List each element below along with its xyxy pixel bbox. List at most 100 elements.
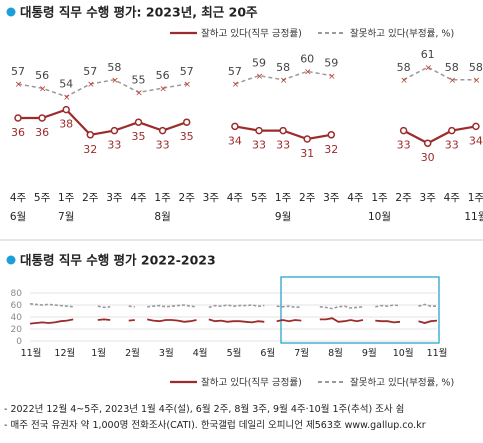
pos-point-marker (472, 122, 480, 131)
week-tick-label: 4주 (10, 192, 27, 204)
month-tick-label-2: 4월 (193, 347, 208, 359)
month-tick-label-2: 11월 (21, 347, 42, 359)
month-tick-label-2: 12월 (54, 347, 75, 359)
neg-point-marker: × (39, 84, 47, 94)
pos-point-marker (86, 131, 95, 139)
chart1-legend: 잘하고 있다(직무 긍정률) 잘못하고 있다(부정률, %) (170, 28, 454, 40)
week-tick-label: 2주 (299, 192, 316, 204)
pos-value-label: 33 (276, 139, 290, 152)
pos-point-marker (448, 126, 456, 135)
pos-point-marker (231, 122, 239, 131)
neg-point-marker: × (449, 76, 457, 86)
neg-value-label: 58 (276, 61, 290, 74)
month-tick-label: 8월 (154, 211, 170, 223)
chart1-plot: × 57 × 56 × 54 × 57 × 58 × 55 × 56 × 57 × 57 × 59 × 58 × 60 × 59 ×… (11, 48, 483, 164)
neg-value-label: 56 (156, 69, 170, 82)
week-tick-label: 4주 (444, 192, 461, 204)
neg-point-marker: × (232, 80, 240, 90)
neg-value-label: 60 (300, 52, 314, 65)
neg-point-marker: × (159, 84, 167, 94)
legend-negative-label: 잘못하고 있다(부정률, %) (350, 28, 454, 40)
chart2-plot (29, 303, 438, 325)
pos-point-marker (303, 135, 311, 143)
week-tick-label: 3주 (420, 192, 437, 204)
pos-trend-segment (276, 319, 302, 323)
chart1-title: 대통령 직무 수행 평가: 2023년, 최근 20주 (20, 5, 258, 20)
neg-value-label: 57 (180, 65, 194, 78)
pos-point-marker (399, 126, 408, 135)
footnote-2: - 매주 전국 유권자 약 1,000명 전화조사(CATI). 한국갤럽 데일… (4, 419, 426, 431)
month-tick-label-2: 3월 (159, 347, 174, 359)
neg-point-marker: × (304, 68, 312, 78)
pos-value-label: 31 (300, 147, 314, 160)
neg-point-marker: × (400, 76, 408, 86)
pos-point-marker (110, 126, 119, 135)
neg-trend-segment (97, 305, 111, 309)
neg-point-marker: × (87, 80, 95, 90)
pos-value-label: 33 (252, 139, 266, 152)
y-tick-label: 0 (16, 337, 22, 347)
neg-trend-segment (147, 304, 197, 308)
pos-point-marker (14, 114, 22, 122)
y-tick-label: 20 (11, 325, 23, 335)
pos-trend-segment (418, 319, 438, 324)
week-tick-label: 5주 (251, 192, 268, 204)
month-tick-label-2: 11월 (427, 347, 448, 359)
pos-trend-segment (97, 318, 111, 321)
month-tick-label-2: 5월 (227, 347, 242, 359)
pos-value-label: 33 (445, 139, 459, 152)
legend2-positive-label: 잘하고 있다(직무 긍정률) (201, 377, 302, 389)
title-bullet-icon-2 (6, 255, 16, 265)
pos-point-marker (182, 118, 191, 126)
neg-value-label: 56 (35, 69, 49, 82)
chart2-grid: 0 20 40 60 80 (11, 289, 437, 347)
neg-point-marker: × (111, 76, 119, 86)
pos-value-label: 33 (156, 139, 170, 152)
pos-point-marker (423, 139, 432, 147)
y-tick-label: 80 (11, 289, 23, 299)
week-tick-label: 3주 (323, 192, 340, 204)
week-tick-label: 4주 (130, 192, 147, 204)
pos-value-label: 32 (324, 143, 338, 156)
footnote-1: - 2022년 12월 4~5주, 2023년 1월 4주(설), 6월 2주,… (4, 403, 404, 415)
week-tick-label: 1주 (154, 192, 171, 204)
pos-value-label: 30 (421, 151, 435, 164)
title-bullet-icon (6, 7, 16, 17)
neg-value-label: 58 (107, 61, 121, 74)
month-tick-label-2: 2월 (125, 347, 140, 359)
pos-trend-segment (375, 319, 401, 324)
neg-value-label: 59 (252, 57, 266, 70)
neg-value-label: 59 (324, 57, 338, 70)
y-tick-label: 40 (11, 313, 23, 323)
pos-point-marker (158, 126, 167, 135)
recent-20-weeks-highlight (280, 276, 440, 344)
pos-value-label: 33 (107, 139, 121, 152)
neg-value-label: 54 (59, 78, 73, 91)
week-tick-label: 2주 (82, 192, 99, 204)
neg-line-segment (234, 70, 332, 85)
week-tick-label: 1주 (58, 192, 75, 204)
neg-point-marker: × (328, 72, 336, 82)
month-tick-label: 6월 (10, 211, 26, 223)
y-tick-label: 60 (11, 301, 23, 311)
neg-value-label: 55 (132, 73, 146, 86)
pos-point-marker (255, 126, 263, 135)
pos-trend-segment (29, 318, 74, 325)
month-tick-label-2: 7월 (294, 347, 309, 359)
neg-line-segment (403, 66, 476, 81)
pos-value-label: 36 (35, 126, 49, 139)
month-tick-label: 9월 (275, 211, 291, 223)
neg-line-segment (17, 79, 187, 98)
neg-trend-segment (29, 303, 74, 308)
week-tick-label: 2주 (179, 192, 196, 204)
pos-value-label: 33 (397, 139, 411, 152)
pos-point-marker (134, 118, 143, 126)
neg-value-label: 57 (83, 65, 97, 78)
chart2-legend: 잘하고 있다(직무 긍정률) 잘못하고 있다(부정률, %) (170, 377, 454, 389)
neg-trend-segment (276, 305, 302, 309)
neg-point-marker: × (63, 93, 71, 103)
neg-trend-segment (375, 304, 401, 308)
pos-point-marker (279, 126, 287, 135)
pos-value-label: 34 (228, 134, 242, 147)
month-tick-label-2: 6월 (260, 347, 275, 359)
